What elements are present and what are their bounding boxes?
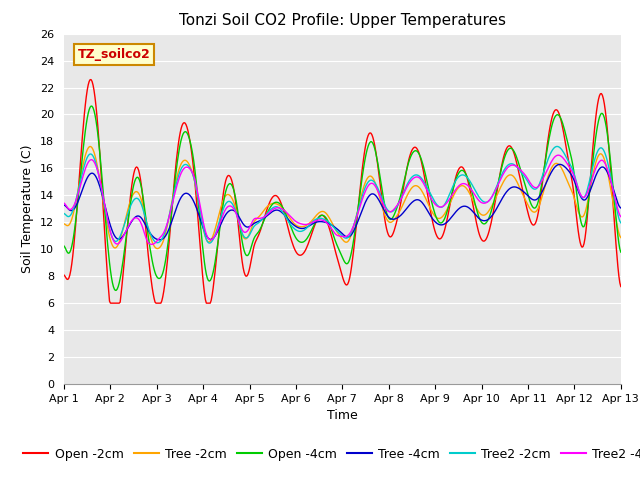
Open -4cm: [438, 220, 445, 226]
Line: Open -2cm: Open -2cm: [64, 80, 621, 303]
Open -2cm: [86, 77, 94, 83]
Tree2 -4cm: [256, 216, 264, 221]
Legend: Open -2cm, Tree -2cm, Open -4cm, Tree -4cm, Tree2 -2cm, Tree2 -4cm: Open -2cm, Tree -2cm, Open -4cm, Tree -4…: [19, 443, 640, 466]
Tree2 -4cm: [554, 152, 562, 158]
Open -2cm: [397, 199, 405, 204]
Open -4cm: [587, 177, 595, 183]
Tree2 -2cm: [617, 220, 625, 226]
Tree2 -2cm: [437, 204, 445, 210]
Tree2 -2cm: [587, 172, 595, 178]
Tree -2cm: [548, 164, 556, 170]
Open -2cm: [107, 300, 115, 306]
Open -4cm: [548, 122, 556, 128]
Line: Tree2 -2cm: Tree2 -2cm: [64, 146, 621, 243]
Tree -4cm: [587, 186, 595, 192]
Tree2 -4cm: [617, 214, 625, 219]
Tree -2cm: [587, 182, 595, 188]
Tree -2cm: [63, 223, 71, 228]
Tree2 -2cm: [553, 144, 561, 149]
Open -2cm: [617, 284, 625, 289]
Open -2cm: [257, 227, 264, 233]
Tree2 -2cm: [256, 219, 264, 225]
Tree2 -2cm: [63, 213, 71, 219]
Tree2 -2cm: [205, 240, 213, 246]
Open -2cm: [438, 235, 445, 240]
Y-axis label: Soil Temperature (C): Soil Temperature (C): [22, 144, 35, 273]
Tree2 -4cm: [148, 241, 156, 247]
Tree2 -4cm: [587, 180, 595, 186]
Tree -4cm: [63, 204, 71, 210]
Open -2cm: [587, 170, 595, 176]
Tree -2cm: [153, 246, 161, 252]
Open -4cm: [617, 249, 625, 255]
Tree -2cm: [60, 221, 68, 227]
Tree -2cm: [617, 235, 625, 240]
Open -4cm: [60, 243, 68, 249]
Line: Tree2 -4cm: Tree2 -4cm: [64, 155, 621, 244]
Tree2 -4cm: [396, 198, 404, 204]
X-axis label: Time: Time: [327, 409, 358, 422]
Tree2 -2cm: [547, 149, 555, 155]
Open -2cm: [60, 272, 68, 278]
Line: Tree -2cm: Tree -2cm: [64, 146, 621, 249]
Tree -4cm: [556, 161, 564, 167]
Line: Open -4cm: Open -4cm: [64, 106, 621, 290]
Tree -4cm: [437, 222, 445, 228]
Tree2 -4cm: [547, 159, 555, 165]
Tree -4cm: [156, 237, 164, 243]
Line: Tree -4cm: Tree -4cm: [64, 164, 621, 240]
Tree -4cm: [617, 205, 625, 211]
Tree -2cm: [86, 144, 94, 149]
Tree2 -2cm: [60, 211, 68, 216]
Open -4cm: [63, 249, 71, 254]
Tree -4cm: [547, 170, 555, 176]
Tree2 -4cm: [63, 204, 71, 210]
Tree2 -4cm: [437, 204, 445, 210]
Text: TZ_soilco2: TZ_soilco2: [78, 48, 150, 61]
Open -2cm: [548, 115, 556, 120]
Tree -4cm: [396, 213, 404, 219]
Tree2 -2cm: [396, 198, 404, 204]
Open -2cm: [63, 276, 71, 282]
Tree2 -4cm: [60, 200, 68, 206]
Open -4cm: [257, 226, 264, 231]
Open -4cm: [397, 191, 405, 197]
Tree -4cm: [60, 202, 68, 208]
Tree -4cm: [256, 218, 264, 224]
Tree -2cm: [397, 206, 405, 212]
Tree -2cm: [257, 212, 264, 218]
Open -4cm: [111, 288, 119, 293]
Tree -2cm: [438, 215, 445, 220]
Title: Tonzi Soil CO2 Profile: Upper Temperatures: Tonzi Soil CO2 Profile: Upper Temperatur…: [179, 13, 506, 28]
Open -4cm: [87, 103, 95, 109]
